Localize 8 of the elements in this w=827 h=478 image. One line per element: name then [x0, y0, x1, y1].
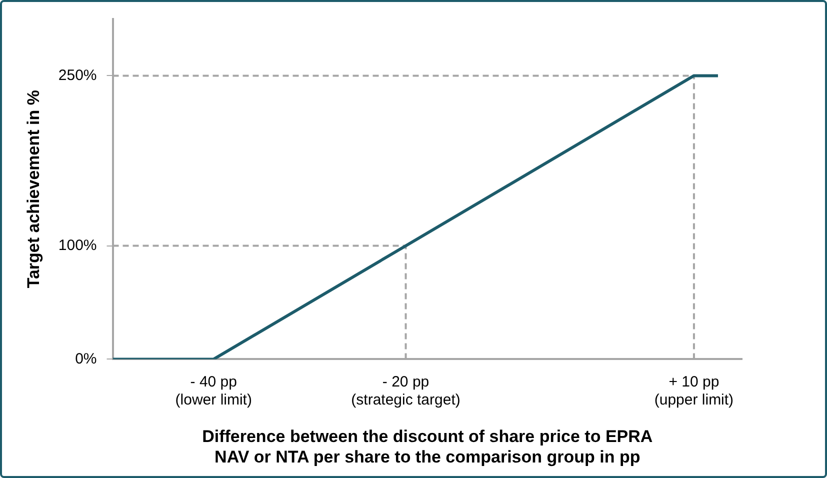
x-tick-label: - 40 pp (lower limit): [175, 373, 252, 408]
x-tick-label: + 10 pp (upper limit): [654, 373, 734, 408]
y-tick-label: 0%: [75, 350, 97, 368]
y-tick-label: 250%: [58, 66, 97, 84]
y-tick-label: 100%: [58, 236, 97, 254]
x-axis-title: Difference between the discount of share price to EPRA NAV or NTA per share to the comparison group in pp: [202, 427, 653, 466]
x-tick-label: - 20 pp (strategic target): [351, 373, 460, 408]
y-axis-title: Target achievement in %: [24, 90, 43, 288]
